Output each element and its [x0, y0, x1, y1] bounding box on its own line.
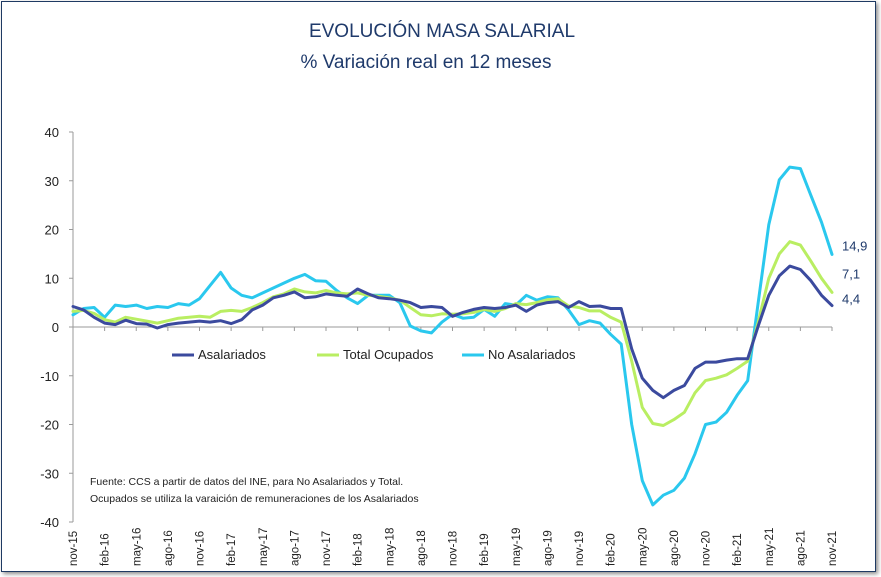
x-tick-label: nov-21	[827, 531, 839, 566]
end-label-asalariados: 4,4	[842, 292, 860, 307]
source-note-line-2: Ocupados se utiliza la varaición de remu…	[90, 493, 419, 505]
x-tick-label: ago-18	[416, 530, 428, 566]
x-tick-label: may-18	[384, 528, 396, 566]
x-tick-label: feb-21	[732, 533, 744, 566]
y-tick-label: 10	[45, 271, 59, 286]
source-note-line-1: Fuente: CCS a partir de datos del INE, p…	[90, 476, 403, 488]
x-tick-label: may-21	[764, 528, 776, 566]
x-tick-label: feb-19	[479, 533, 491, 566]
x-tick-label: feb-20	[606, 533, 618, 566]
x-tick-label: nov-20	[701, 531, 713, 566]
end-label-no-asalariados: 14,9	[842, 238, 867, 253]
x-tick-label: feb-16	[100, 533, 112, 566]
chart-subtitle: % Variación real en 12 meses	[301, 52, 552, 73]
end-labels: 4,4 7,1 14,9	[842, 238, 867, 306]
x-tick-label: feb-18	[353, 533, 365, 566]
x-tick-label: nov-15	[68, 531, 80, 566]
x-tick-label: ago-17	[289, 530, 301, 566]
x-tick-label: nov-17	[321, 531, 333, 566]
chart: EVOLUCIÓN MASA SALARIAL % Variación real…	[40, 20, 867, 566]
x-tick-label: ago-20	[669, 530, 681, 566]
x-tick-label: ago-21	[795, 530, 807, 566]
series-line-asalariados	[71, 264, 834, 400]
y-axis: 40 30 20 10 0 -10 -20 -30 -40	[40, 125, 74, 530]
y-tick-label: 40	[45, 125, 59, 140]
series-line-total-ocupados	[71, 240, 834, 427]
y-tick-label: 0	[52, 320, 59, 335]
x-tick-label: ago-19	[542, 530, 554, 566]
x-tick-label: may-20	[637, 528, 649, 566]
y-tick-label: -30	[40, 466, 59, 481]
series-layer	[71, 165, 834, 507]
legend-label: No Asalariados	[488, 347, 576, 362]
y-tick-label: 20	[45, 223, 59, 238]
legend: Asalariados Total Ocupados No Asalariados	[172, 347, 576, 362]
x-axis: nov-15 feb-16 may-16 ago-16 nov-16 feb-17 may-…	[68, 326, 839, 566]
legend-label: Total Ocupados	[343, 347, 434, 362]
x-tick-label: nov-19	[574, 531, 586, 566]
x-tick-label: may-19	[511, 528, 523, 566]
y-tick-label: -20	[40, 418, 59, 433]
x-tick-label: feb-17	[226, 533, 238, 566]
x-tick-label: ago-16	[163, 530, 175, 566]
x-tick-label: may-16	[131, 528, 143, 566]
x-tick-label: nov-18	[448, 531, 460, 566]
legend-label: Asalariados	[198, 347, 266, 362]
y-tick-label: 30	[45, 174, 59, 189]
x-tick-label: nov-16	[195, 531, 207, 566]
y-tick-label: -10	[40, 369, 59, 384]
series-line-no-asalariados	[71, 165, 834, 507]
y-tick-label: -40	[40, 515, 59, 530]
chart-title: EVOLUCIÓN MASA SALARIAL	[309, 20, 575, 42]
end-label-total-ocupados: 7,1	[842, 266, 860, 281]
x-tick-label: may-17	[258, 528, 270, 566]
